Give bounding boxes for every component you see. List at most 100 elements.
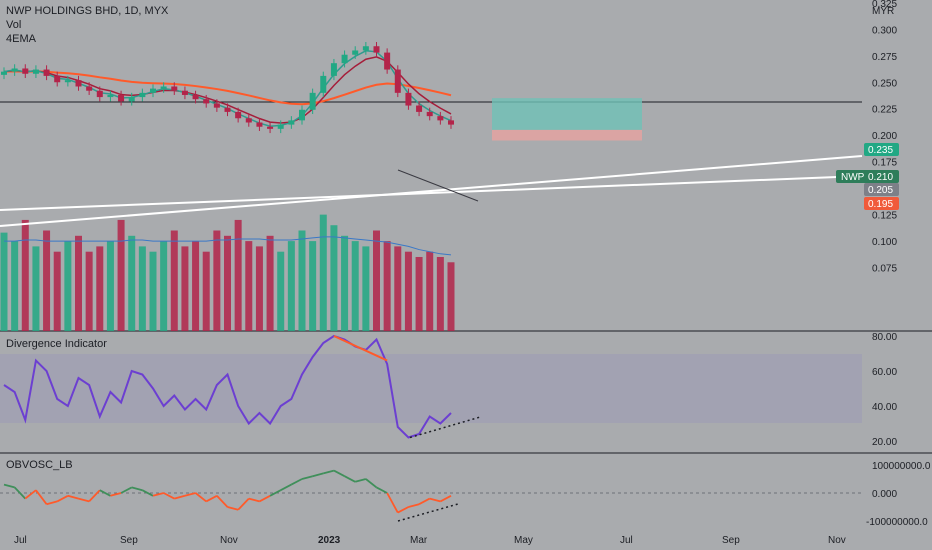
obv-segment [301, 475, 313, 480]
obv-segment [365, 478, 378, 489]
candle-body [373, 46, 380, 53]
obv-segment [141, 489, 154, 497]
volume-bar [298, 230, 306, 331]
volume-bar [287, 241, 295, 331]
candle-body [43, 69, 50, 76]
price-tick-label: 0.325 [872, 0, 897, 10]
volume-bar [319, 214, 327, 331]
divergence-line [3, 334, 452, 439]
obv-segment [195, 492, 207, 503]
candle-body [32, 69, 39, 74]
obv-segment [24, 489, 37, 500]
obv-segment [269, 489, 282, 497]
channel-line [397, 169, 479, 202]
obv-segment [354, 478, 367, 483]
obv-segment [46, 500, 58, 506]
volume-bar [415, 256, 423, 331]
candle-body [64, 80, 71, 83]
volume-bar [85, 251, 93, 331]
upper-support-line [0, 155, 863, 227]
candle-body [405, 92, 412, 106]
candle-body [171, 86, 178, 91]
price-tick-label: 0.250 [872, 78, 897, 89]
price-axis-ticks: 0.0750.1000.1250.1500.1750.2000.2250.250… [872, 0, 897, 275]
time-tick-label: Jul [620, 535, 633, 546]
candle-body [96, 90, 103, 98]
volume-bar [106, 241, 114, 331]
volume-bar [202, 251, 210, 331]
candle-body [416, 105, 423, 112]
volume-bar [170, 230, 178, 331]
candle-body [213, 103, 220, 108]
candle-body [384, 52, 391, 70]
svg-text:0.235: 0.235 [868, 145, 893, 156]
obv-segment [163, 492, 175, 500]
divergence-tick-label: 40.00 [872, 402, 897, 413]
svg-text:0.205: 0.205 [868, 185, 893, 196]
obv-segment [13, 486, 26, 500]
obv-segment [99, 489, 111, 497]
ema-slow [3, 70, 452, 106]
obv-segment [376, 486, 388, 494]
candle-body [139, 92, 146, 98]
candles [1, 42, 454, 134]
obv-segment [248, 497, 260, 503]
volume-bar [341, 235, 349, 331]
stop-zone [492, 129, 642, 141]
price-tick-label: 0.175 [872, 158, 897, 169]
volume-bar [394, 246, 402, 331]
price-tick-label: 0.275 [872, 52, 897, 63]
candle-body [341, 54, 348, 64]
obv-segment [227, 506, 239, 511]
time-tick-label: Jul [14, 535, 27, 546]
candle-body [277, 124, 284, 129]
obv-segment [184, 492, 196, 497]
last-price: 0.210 [868, 172, 893, 183]
obv-segment [120, 486, 133, 494]
candle-body [181, 90, 188, 95]
candle-body [267, 126, 274, 129]
obv-segment [312, 472, 324, 478]
candle-body [362, 46, 369, 51]
position-zones[interactable] [492, 98, 642, 141]
price-tick-label: 0.200 [872, 131, 897, 142]
candle-body [203, 99, 210, 104]
svg-text:0.195: 0.195 [868, 199, 893, 210]
candle-body [245, 118, 252, 123]
candle-body [192, 94, 199, 100]
candle-body [224, 107, 231, 112]
volume-bar [96, 246, 104, 331]
obv-segment [78, 497, 90, 503]
entry-price-tag: 0.205 [864, 183, 899, 196]
volume-label: Vol [6, 19, 21, 31]
obv-segment [386, 492, 399, 514]
price-tick-label: 0.125 [872, 211, 897, 222]
divergence-series [3, 334, 483, 439]
chart-title: NWP HOLDINGS BHD, 1D, MYX [6, 5, 169, 17]
volume-bar [404, 251, 412, 331]
time-tick-label: May [514, 535, 533, 546]
divergence-tick-label: 20.00 [872, 437, 897, 448]
target-price-tag: 0.235 [864, 143, 899, 156]
obv-segment [344, 475, 356, 483]
obv-segment [237, 497, 250, 511]
obv-segment [67, 494, 79, 500]
candle-body [437, 116, 444, 121]
candle-body [160, 86, 167, 89]
obv-segment [429, 497, 441, 503]
obv-segment [259, 495, 271, 503]
volume-bar [245, 241, 253, 331]
obv-axis-ticks: 100000000.0 0.000 -100000000.0 [866, 461, 931, 528]
volume-bar [373, 230, 380, 331]
obv-segment [323, 469, 335, 475]
divergence-band [0, 354, 862, 423]
obv-series [3, 469, 459, 522]
time-tick-label: Nov [220, 535, 238, 546]
obv-segment [131, 486, 143, 492]
volume-bar [32, 246, 40, 331]
obv-segment [152, 492, 164, 497]
obv-segment [280, 483, 292, 491]
time-axis-ticks: Jul Sep Nov 2023 Mar May Jul Sep Nov [14, 535, 846, 546]
trendlines[interactable] [0, 155, 863, 227]
